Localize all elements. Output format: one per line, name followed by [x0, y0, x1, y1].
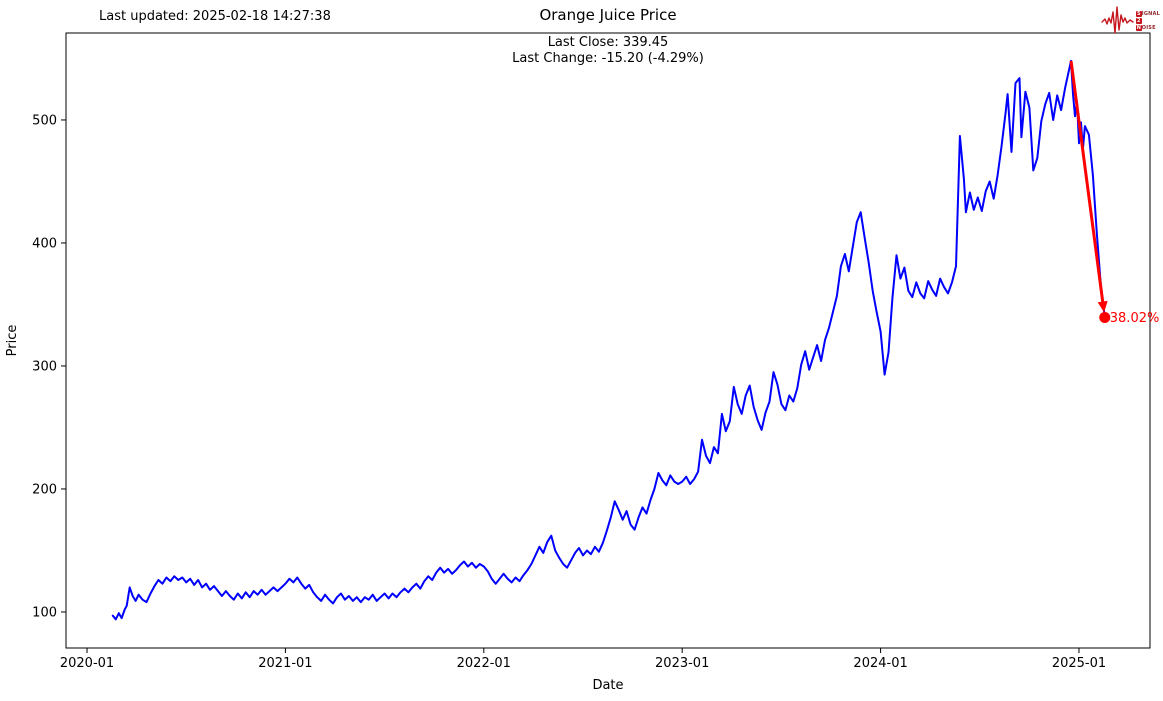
last-change-text: Last Change: -15.20 (-4.29%): [512, 51, 704, 66]
signal2noise-logo: S IGNAL 2 N OISE: [1101, 5, 1160, 37]
logo-letter-box: 2: [1135, 18, 1142, 24]
logo-row: N OISE: [1135, 25, 1160, 31]
logo-row: 2: [1135, 18, 1160, 24]
last-close-text: Last Close: 339.45: [547, 35, 669, 50]
logo-row: S IGNAL: [1135, 11, 1160, 17]
y-tick-label: 300: [32, 359, 57, 374]
drawdown-arrow-head: [1097, 300, 1108, 313]
page-title: Orange Juice Price: [539, 6, 677, 24]
last-close-dot: [1099, 311, 1111, 323]
last-updated-text: Last updated: 2025-02-18 14:27:38: [99, 9, 331, 24]
x-tick-label: 2025-01: [1052, 656, 1106, 671]
x-tick-label: 2023-01: [655, 656, 709, 671]
chart-subtitle: Last Close: 339.45 Last Change: -15.20 (…: [66, 35, 1150, 67]
x-tick-label: 2024-01: [853, 656, 907, 671]
y-tick-label: 500: [32, 113, 57, 128]
logo-letter-box: S: [1135, 11, 1142, 17]
drawdown-arrow-line: [1069, 60, 1105, 304]
x-tick-label: 2022-01: [457, 656, 511, 671]
y-tick-label: 400: [32, 236, 57, 251]
heartbeat-waveform-icon: [1101, 6, 1134, 34]
logo-text: S IGNAL 2 N OISE: [1135, 11, 1160, 31]
drawdown-percent-label: 38.02%: [1110, 311, 1160, 326]
price-line: [111, 59, 1106, 621]
logo-letters: IGNAL: [1141, 11, 1160, 17]
plot-frame: [65, 32, 1151, 649]
x-tick-label: 2020-01: [60, 656, 114, 671]
y-tick-label: 100: [32, 605, 57, 620]
logo-letters: OISE: [1141, 25, 1156, 31]
x-tick-label: 2021-01: [258, 656, 312, 671]
y-axis-label: Price: [5, 325, 20, 357]
logo-letter-box: N: [1135, 25, 1142, 31]
x-axis-label: Date: [592, 678, 623, 693]
y-tick-label: 200: [32, 482, 57, 497]
